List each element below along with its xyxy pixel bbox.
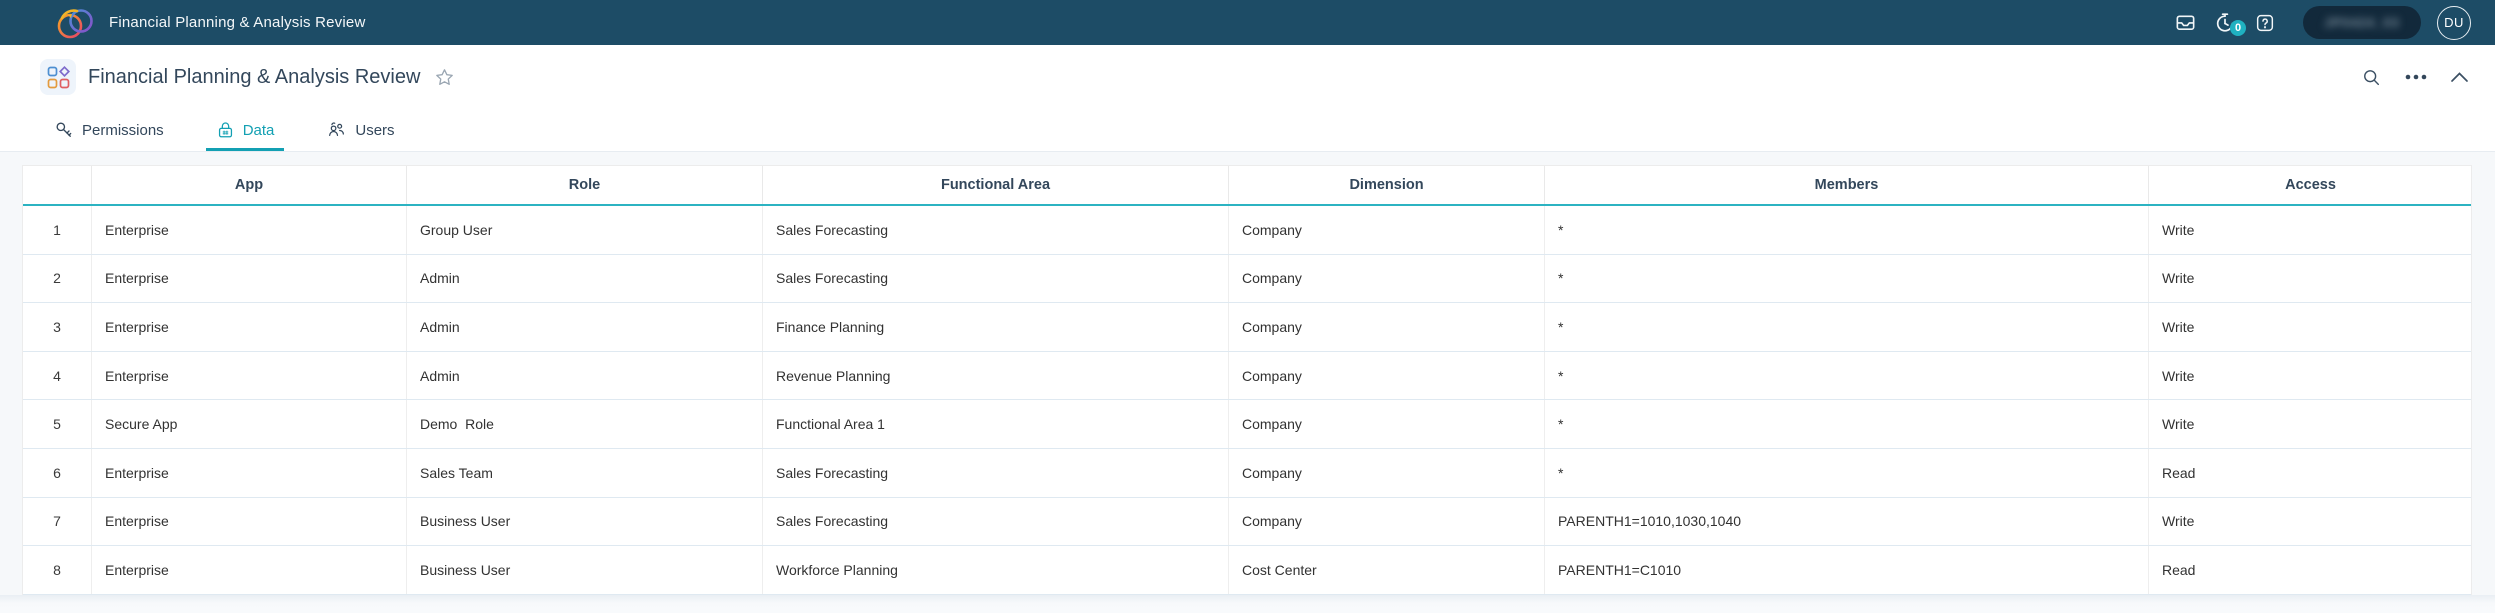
cell-role[interactable]: Admin (407, 303, 763, 351)
row-number[interactable]: 8 (23, 546, 92, 594)
row-number[interactable]: 4 (23, 351, 92, 400)
search-icon[interactable] (2361, 67, 2382, 88)
table-row: 4 Enterprise Admin Revenue Planning Comp… (23, 351, 2471, 401)
cell-app[interactable]: Enterprise (92, 254, 407, 303)
cell-app[interactable]: Enterprise (92, 497, 407, 546)
cell-members[interactable]: * (1545, 254, 2149, 303)
cell-dimension[interactable]: Company (1229, 497, 1545, 546)
cell-access[interactable]: Read (2162, 464, 2196, 481)
cell-members[interactable]: * (1545, 206, 2149, 254)
cell-dimension[interactable]: Company (1229, 254, 1545, 303)
row-number[interactable]: 1 (23, 206, 92, 254)
table-row: 6 Enterprise Sales Team Sales Forecastin… (23, 448, 2471, 498)
cell-dimension[interactable]: Company (1229, 448, 1545, 497)
cell-dimension[interactable]: Cost Center (1229, 546, 1545, 594)
col-header-role[interactable]: Role (407, 166, 763, 204)
table-row: 7 Enterprise Business User Sales Forecas… (23, 497, 2471, 547)
cell-members[interactable]: * (1545, 351, 2149, 400)
cell-functional-area[interactable]: Sales Forecasting (763, 497, 1229, 546)
col-header-access[interactable]: Access (2285, 177, 2336, 193)
page-header: Financial Planning & Analysis Review (0, 45, 2495, 109)
cell-role[interactable]: Admin (407, 254, 763, 303)
cell-functional-area[interactable]: Sales Forecasting (763, 448, 1229, 497)
cell-role[interactable]: Group User (407, 206, 763, 254)
user-avatar[interactable]: DU (2437, 5, 2471, 40)
more-options-icon[interactable] (2404, 73, 2428, 81)
col-header-rownum (23, 166, 92, 204)
cell-app[interactable]: Enterprise (92, 546, 407, 594)
col-header-members[interactable]: Members (1545, 166, 2149, 204)
table-row: 8 Enterprise Business User Workforce Pla… (23, 546, 2471, 595)
timer-badge: 0 (2230, 19, 2246, 36)
environment-label: JP0424_03 (2324, 15, 2400, 30)
row-number[interactable]: 5 (23, 400, 92, 448)
cell-access[interactable]: Write (2162, 367, 2195, 384)
table-header-row: App Role Functional Area Dimension Membe… (23, 166, 2471, 206)
cell-members[interactable]: PARENTH1=C1010 (1545, 546, 2149, 594)
cell-access[interactable]: Write (2162, 513, 2195, 530)
security-table: App Role Functional Area Dimension Membe… (22, 165, 2472, 595)
favorite-star-icon[interactable] (434, 67, 455, 88)
cell-access[interactable]: Read (2162, 561, 2196, 578)
cell-dimension[interactable]: Company (1229, 303, 1545, 351)
cell-dimension[interactable]: Company (1229, 206, 1545, 254)
inbox-icon[interactable] (2173, 11, 2197, 35)
row-number[interactable]: 3 (23, 303, 92, 351)
table-row: 3 Enterprise Admin Finance Planning Comp… (23, 303, 2471, 352)
row-number[interactable]: 7 (23, 497, 92, 546)
tab-users[interactable]: Users (324, 109, 396, 151)
content-area: App Role Functional Area Dimension Membe… (0, 152, 2495, 613)
tab-bar: Permissions Data Users (0, 109, 2495, 152)
top-bar: Financial Planning & Analysis Review 0 (0, 0, 2495, 45)
environment-pill[interactable]: JP0424_03 (2303, 6, 2421, 39)
cell-functional-area[interactable]: Workforce Planning (763, 546, 1229, 594)
table-bottom-shadow (0, 594, 2495, 613)
cell-app[interactable]: Enterprise (92, 448, 407, 497)
collapse-chevron-up-icon[interactable] (2450, 71, 2469, 83)
cell-app[interactable]: Enterprise (92, 206, 407, 254)
col-header-app[interactable]: App (92, 166, 407, 204)
cell-functional-area[interactable]: Sales Forecasting (763, 206, 1229, 254)
cell-access[interactable]: Write (2162, 318, 2195, 335)
app-logo-icon[interactable] (55, 3, 97, 43)
table-row: 5 Secure App Demo Role Functional Area 1… (23, 400, 2471, 449)
cell-role[interactable]: Business User (407, 497, 763, 546)
col-header-functional-area[interactable]: Functional Area (763, 166, 1229, 204)
tab-data-label: Data (242, 121, 275, 139)
cell-functional-area[interactable]: Functional Area 1 (763, 400, 1229, 448)
tab-users-label: Users (355, 121, 395, 139)
col-header-dimension[interactable]: Dimension (1229, 166, 1545, 204)
cell-functional-area[interactable]: Revenue Planning (763, 351, 1229, 400)
cell-app[interactable]: Enterprise (92, 303, 407, 351)
cell-functional-area[interactable]: Sales Forecasting (763, 254, 1229, 303)
cell-app[interactable]: Enterprise (92, 351, 407, 400)
cell-role[interactable]: Admin (407, 351, 763, 400)
help-icon[interactable] (2253, 11, 2277, 35)
cell-role[interactable]: Demo Role (407, 400, 763, 448)
tab-permissions-label: Permissions (82, 121, 164, 139)
cell-role[interactable]: Business User (407, 546, 763, 594)
page-title: Financial Planning & Analysis Review (88, 65, 421, 88)
cell-app[interactable]: Secure App (92, 400, 407, 448)
table-row: 1 Enterprise Group User Sales Forecastin… (23, 206, 2471, 255)
row-number[interactable]: 2 (23, 254, 92, 303)
table-row: 2 Enterprise Admin Sales Forecasting Com… (23, 254, 2471, 304)
cell-access[interactable]: Write (2162, 270, 2195, 287)
tab-permissions[interactable]: Permissions (52, 109, 166, 151)
row-number[interactable]: 6 (23, 448, 92, 497)
cell-functional-area[interactable]: Finance Planning (763, 303, 1229, 351)
cell-access[interactable]: Write (2162, 416, 2195, 433)
cell-access[interactable]: Write (2162, 221, 2195, 238)
cell-role[interactable]: Sales Team (407, 448, 763, 497)
tab-data[interactable]: Data (205, 109, 285, 151)
topbar-title: Financial Planning & Analysis Review (109, 14, 366, 31)
cell-members[interactable]: * (1545, 303, 2149, 351)
cell-dimension[interactable]: Company (1229, 351, 1545, 400)
cell-members[interactable]: * (1545, 448, 2149, 497)
timer-icon[interactable]: 0 (2213, 11, 2246, 36)
cell-members[interactable]: PARENTH1=1010,1030,1040 (1545, 497, 2149, 546)
cell-dimension[interactable]: Company (1229, 400, 1545, 448)
capsule-grid-icon (40, 59, 76, 95)
cell-members[interactable]: * (1545, 400, 2149, 448)
